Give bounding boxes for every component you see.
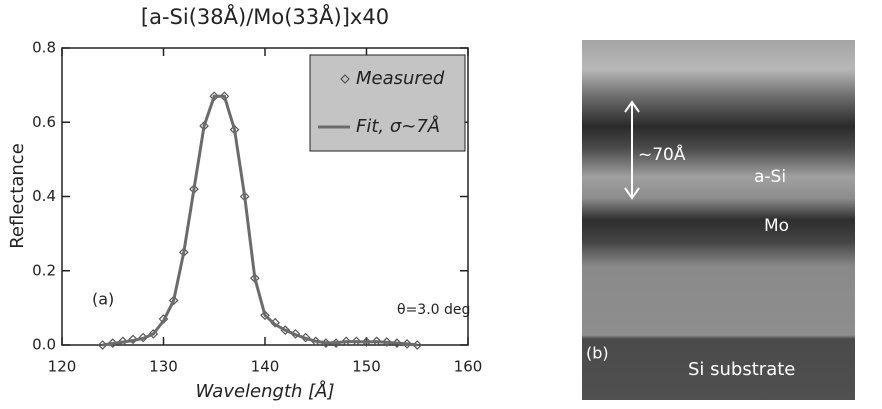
y-tick-label: 0.2 — [32, 261, 56, 279]
data-point — [371, 336, 382, 347]
layer-label: Mo — [764, 216, 789, 236]
y-tick-label: 0.6 — [32, 113, 56, 131]
tem-background — [582, 40, 855, 400]
fit-line — [102, 94, 418, 347]
x-tick-label: 130 — [149, 358, 178, 376]
data-point — [260, 310, 270, 321]
arrow-heads — [624, 100, 640, 200]
panel-label: (a) — [92, 290, 114, 309]
annotation: θ=3.0 deg — [397, 302, 470, 318]
x-tick-label: 140 — [251, 358, 280, 376]
chart: [a-Si(38Å)/Mo(33Å)]x40 Wavelength [Å] Refl… — [7, 3, 482, 402]
legend-box — [309, 54, 466, 152]
layer-label: Si substrate — [688, 359, 795, 380]
data-point — [128, 334, 138, 345]
data-point — [118, 336, 128, 347]
data-point — [351, 336, 362, 347]
y-tick-label: 0.4 — [32, 187, 56, 205]
legend-label: Fit, σ~7Å — [356, 115, 440, 137]
data-point — [381, 337, 392, 347]
x-tick-label: 120 — [48, 358, 77, 376]
x-tick-label: 150 — [352, 358, 381, 376]
tem-image: ~70Å a-Si Mo (b) Si substrate — [582, 40, 855, 400]
data-point — [341, 336, 352, 347]
y-axis-label: Reflectance — [7, 143, 28, 249]
x-axis-label: Wavelength [Å] — [195, 380, 334, 402]
panel-label: (b) — [586, 344, 609, 363]
x-tick-label: 160 — [454, 358, 483, 376]
legend-label: Measured — [356, 68, 445, 89]
period-label: ~70Å — [638, 143, 686, 165]
layer-label: a-Si — [754, 167, 786, 187]
data-point — [168, 295, 179, 306]
y-tick-label: 0.0 — [32, 336, 56, 354]
y-tick-label: 0.8 — [32, 39, 56, 57]
legend-marker — [340, 74, 350, 84]
plot-frame — [61, 47, 469, 346]
chart-title: [a-Si(38Å)/Mo(33Å)]x40 — [141, 3, 389, 29]
